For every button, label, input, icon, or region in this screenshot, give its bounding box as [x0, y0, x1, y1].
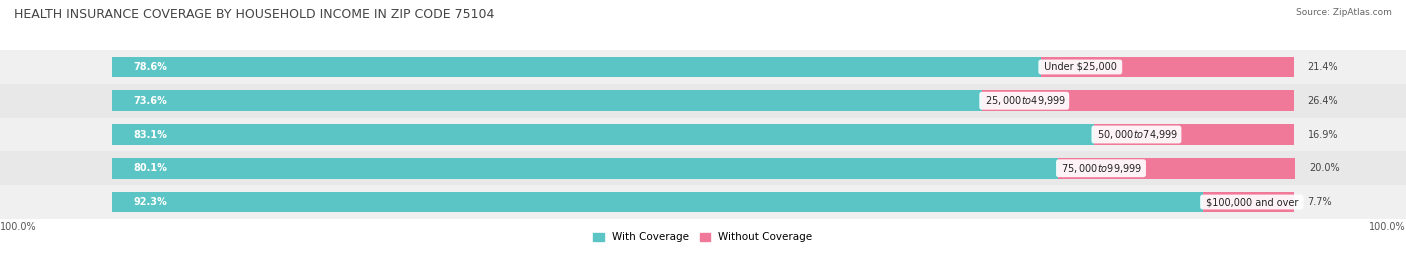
Text: 21.4%: 21.4% [1308, 62, 1339, 72]
Legend: With Coverage, Without Coverage: With Coverage, Without Coverage [589, 228, 817, 246]
Text: $50,000 to $74,999: $50,000 to $74,999 [1094, 128, 1180, 141]
Bar [1040, 56, 1294, 77]
Bar [0, 185, 1406, 219]
Text: Source: ZipAtlas.com: Source: ZipAtlas.com [1296, 8, 1392, 17]
Text: $75,000 to $99,999: $75,000 to $99,999 [1059, 162, 1143, 175]
Text: HEALTH INSURANCE COVERAGE BY HOUSEHOLD INCOME IN ZIP CODE 75104: HEALTH INSURANCE COVERAGE BY HOUSEHOLD I… [14, 8, 495, 21]
Text: 100.0%: 100.0% [1369, 222, 1406, 232]
Bar [0, 118, 1406, 151]
Text: 100.0%: 100.0% [0, 222, 37, 232]
Text: Under $25,000: Under $25,000 [1040, 62, 1119, 72]
Bar [0, 50, 1406, 84]
Text: $25,000 to $49,999: $25,000 to $49,999 [981, 94, 1067, 107]
Bar [112, 158, 1059, 179]
Text: 80.1%: 80.1% [134, 163, 167, 173]
Bar [0, 84, 1406, 118]
Text: 7.7%: 7.7% [1308, 197, 1333, 207]
Text: 83.1%: 83.1% [134, 129, 167, 140]
Bar [1059, 158, 1295, 179]
Bar [981, 90, 1294, 111]
Bar [112, 124, 1094, 145]
Bar [112, 56, 1040, 77]
Bar [1094, 124, 1294, 145]
Text: $100,000 and over: $100,000 and over [1202, 197, 1301, 207]
Text: 26.4%: 26.4% [1308, 96, 1339, 106]
Text: 20.0%: 20.0% [1309, 163, 1340, 173]
Text: 78.6%: 78.6% [134, 62, 167, 72]
Bar [112, 192, 1202, 213]
Bar [0, 151, 1406, 185]
Bar [1202, 192, 1294, 213]
Text: 16.9%: 16.9% [1308, 129, 1339, 140]
Bar [112, 90, 981, 111]
Text: 92.3%: 92.3% [134, 197, 167, 207]
Text: 73.6%: 73.6% [134, 96, 167, 106]
